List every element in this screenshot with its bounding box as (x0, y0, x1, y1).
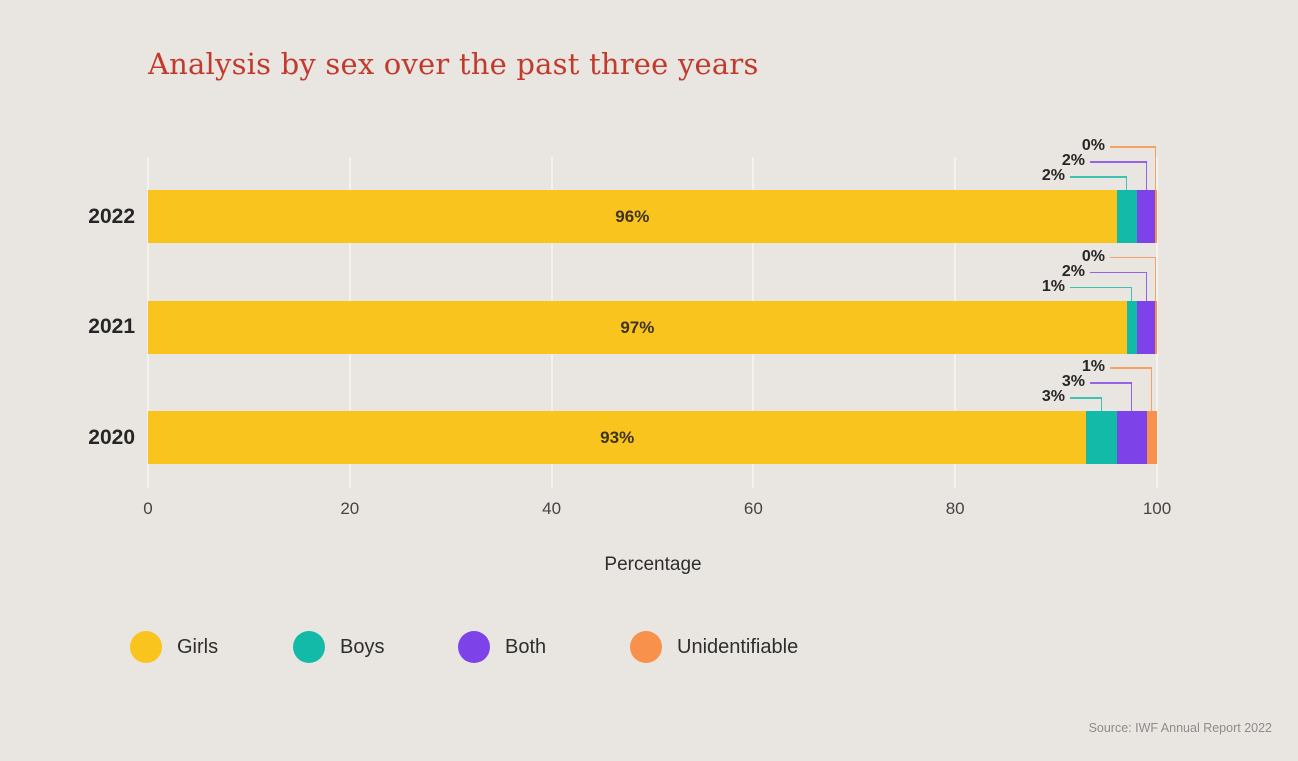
gridline (1156, 157, 1158, 488)
bar-segment-girls (148, 411, 1087, 464)
callout-line (1070, 176, 1127, 178)
source-note: Source: IWF Annual Report 2022 (1088, 721, 1272, 735)
callout-line (1070, 397, 1102, 399)
callout-label: 3% (1061, 373, 1085, 390)
callout-label: 0% (1081, 137, 1105, 154)
legend-swatch-girls (130, 631, 162, 663)
bar-value-label: 97% (620, 317, 655, 337)
callout-line (1125, 177, 1128, 195)
x-axis-title: Percentage (604, 554, 702, 575)
x-tick-label: 100 (1142, 499, 1172, 518)
bar-segment-boys (1126, 300, 1137, 354)
legend-label: Both (505, 636, 547, 658)
bar-segment-girls (148, 300, 1127, 354)
callout-line (1110, 146, 1156, 148)
year-label: 2020 (88, 425, 135, 449)
x-tick-label: 80 (945, 499, 965, 518)
callout-line (1110, 367, 1152, 369)
bar-segment-boys (1086, 411, 1117, 464)
legend-label: Unidentifiable (677, 636, 799, 658)
callout-line (1090, 161, 1147, 163)
x-tick-label: 60 (743, 499, 763, 518)
legend-swatch-boys (293, 631, 325, 663)
callout-line (1154, 257, 1156, 306)
bar-value-label: 93% (600, 428, 635, 447)
bar-segment-both (1136, 300, 1157, 354)
x-tick-label: 40 (542, 499, 562, 518)
bar-segment-unidentifiable (1154, 190, 1157, 243)
callout-label: 1% (1081, 358, 1105, 375)
callout-label: 2% (1061, 152, 1085, 169)
chart-title: Analysis by sex over the past three year… (148, 47, 759, 81)
bar-value-label: 96% (615, 207, 650, 226)
callout-label: 0% (1081, 247, 1105, 265)
bar-segment-unidentifiable (1146, 411, 1157, 464)
bar-segment-both (1136, 190, 1157, 243)
callout-line (1090, 382, 1132, 384)
bar-segment-both (1116, 411, 1147, 464)
callout-label: 2% (1041, 167, 1065, 184)
callout-label: 2% (1061, 262, 1085, 280)
legend-swatch-unidentifiable (630, 631, 662, 663)
callout-line (1070, 286, 1132, 288)
callout-label: 3% (1041, 388, 1065, 405)
x-tick-label: 20 (340, 499, 360, 518)
legend-swatch-both (458, 631, 490, 663)
year-label: 2022 (88, 204, 135, 228)
year-label: 2021 (88, 315, 135, 338)
callout-label: 1% (1041, 277, 1065, 295)
callout-line (1130, 383, 1133, 416)
bar-segment-boys (1116, 190, 1137, 243)
callout-line (1145, 162, 1148, 195)
callout-line (1100, 398, 1102, 416)
callout-line (1110, 256, 1156, 258)
legend-label: Girls (177, 636, 219, 658)
callout-line (1145, 272, 1148, 306)
callout-line (1150, 368, 1153, 416)
x-tick-label: 0 (143, 499, 153, 518)
callout-line (1130, 287, 1133, 306)
bar-segment-unidentifiable (1154, 300, 1157, 354)
bar-segment-girls (148, 190, 1117, 243)
callout-line (1154, 147, 1156, 195)
legend-label: Boys (340, 636, 385, 658)
callout-line (1090, 271, 1147, 273)
